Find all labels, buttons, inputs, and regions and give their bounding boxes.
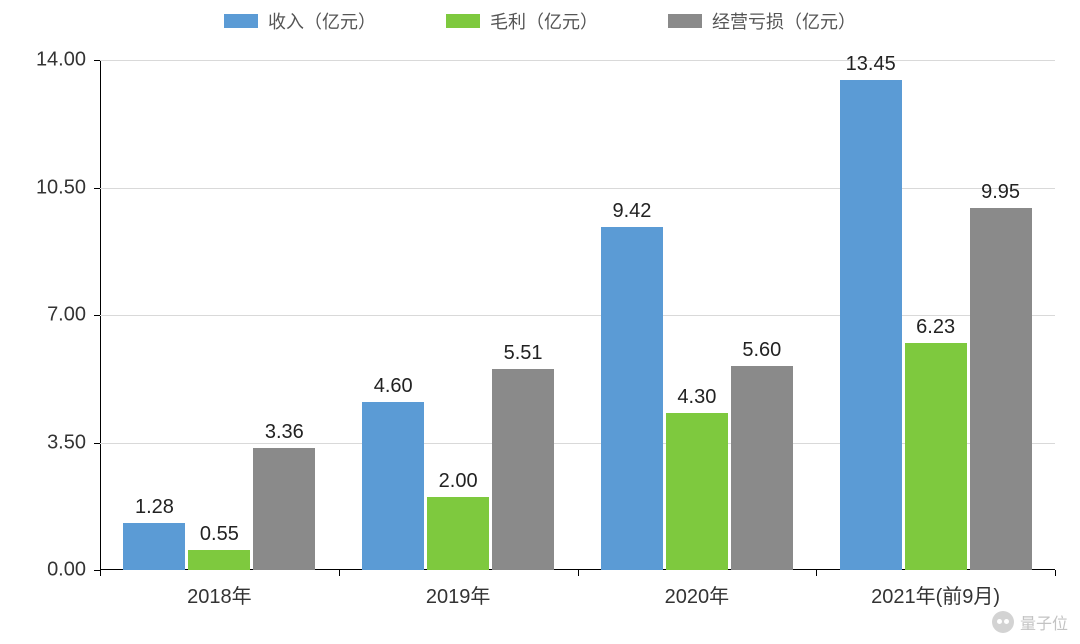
gridline: [100, 315, 1055, 316]
bar-gross: [905, 343, 967, 570]
bar-value-label: 5.51: [504, 342, 543, 369]
bar-revenue: [840, 80, 902, 570]
legend-swatch: [668, 14, 702, 28]
bar-oploss: [253, 448, 315, 570]
bar-gross: [666, 413, 728, 570]
x-tick-mark: [578, 570, 579, 576]
legend-label: 毛利（亿元）: [490, 8, 598, 34]
financials-bar-chart: 收入（亿元）毛利（亿元）经营亏损（亿元） 0.003.507.0010.5014…: [0, 0, 1080, 644]
bar-oploss: [492, 369, 554, 570]
legend-swatch: [224, 14, 258, 28]
legend-item-revenue: 收入（亿元）: [224, 8, 376, 34]
legend: 收入（亿元） 毛利（亿元） 经营亏损（亿元）: [0, 8, 1080, 34]
legend-item-oploss: 经营亏损（亿元）: [668, 8, 856, 34]
bar-value-label: 9.42: [612, 200, 651, 227]
bar-value-label: 13.45: [846, 53, 896, 80]
x-category-label: 2018年: [187, 570, 252, 609]
x-category-label: 2021年(前9月): [871, 570, 1000, 609]
bar-value-label: 9.95: [981, 181, 1020, 208]
legend-label: 收入（亿元）: [268, 8, 376, 34]
x-tick-mark: [816, 570, 817, 576]
watermark-icon: [992, 611, 1014, 633]
bar-value-label: 3.36: [265, 421, 304, 448]
y-tick-label: 0.00: [47, 559, 100, 582]
bar-value-label: 4.60: [374, 375, 413, 402]
legend-label: 经营亏损（亿元）: [712, 8, 856, 34]
bar-gross: [427, 497, 489, 570]
plot-area: 0.003.507.0010.5014.002018年2019年2020年202…: [100, 60, 1055, 570]
bar-gross: [188, 550, 250, 570]
y-tick-label: 10.50: [36, 176, 100, 199]
bar-oploss: [970, 208, 1032, 570]
x-tick-mark: [339, 570, 340, 576]
bar-value-label: 5.60: [742, 339, 781, 366]
y-tick-label: 3.50: [47, 431, 100, 454]
bar-value-label: 0.55: [200, 523, 239, 550]
bar-revenue: [123, 523, 185, 570]
x-tick-mark: [1055, 570, 1056, 576]
x-tick-mark: [100, 570, 101, 576]
gridline: [100, 60, 1055, 61]
source-watermark: 量子位: [992, 610, 1068, 634]
legend-swatch: [446, 14, 480, 28]
bar-value-label: 6.23: [916, 316, 955, 343]
y-tick-label: 14.00: [36, 49, 100, 72]
legend-item-gross: 毛利（亿元）: [446, 8, 598, 34]
x-category-label: 2019年: [426, 570, 491, 609]
y-tick-label: 7.00: [47, 304, 100, 327]
watermark-text: 量子位: [1020, 610, 1068, 634]
bar-revenue: [362, 402, 424, 570]
bar-value-label: 1.28: [135, 496, 174, 523]
bar-oploss: [731, 366, 793, 570]
bar-value-label: 2.00: [439, 470, 478, 497]
bar-revenue: [601, 227, 663, 570]
x-category-label: 2020年: [665, 570, 730, 609]
gridline: [100, 188, 1055, 189]
bar-value-label: 4.30: [677, 386, 716, 413]
